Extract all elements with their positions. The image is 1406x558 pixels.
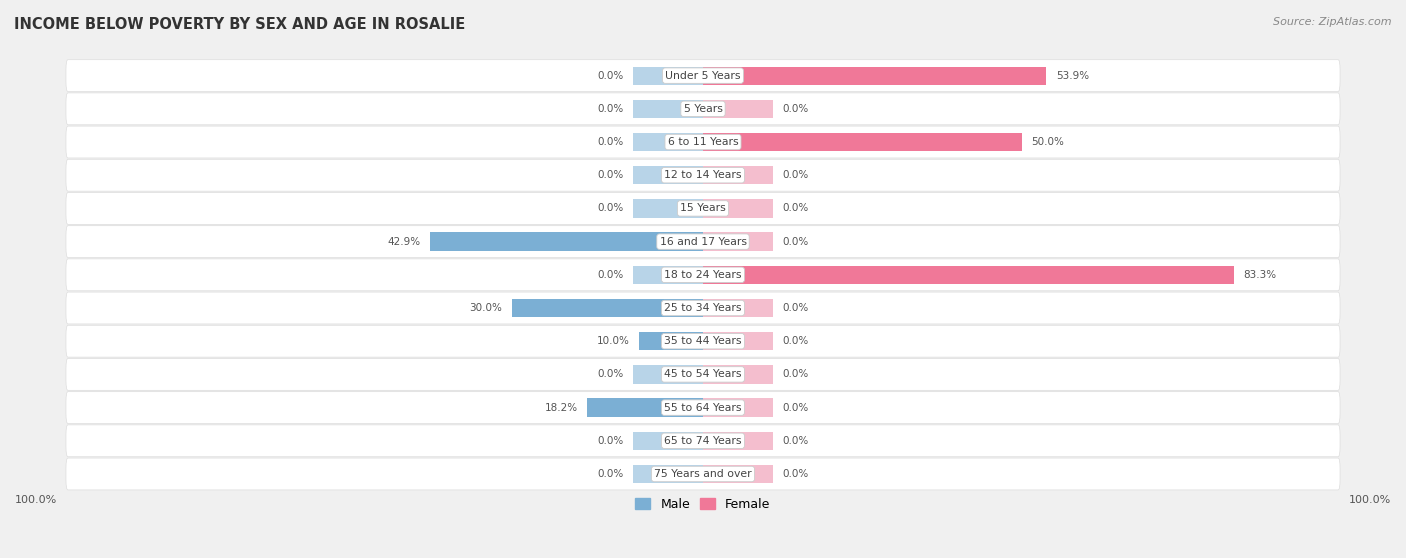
Text: 50.0%: 50.0%	[1031, 137, 1064, 147]
Text: 0.0%: 0.0%	[783, 436, 808, 446]
Bar	[703, 233, 773, 251]
Text: 25 to 34 Years: 25 to 34 Years	[664, 303, 742, 313]
Text: 0.0%: 0.0%	[598, 436, 623, 446]
Text: 75 Years and over: 75 Years and over	[654, 469, 752, 479]
FancyBboxPatch shape	[66, 225, 1340, 258]
Bar	[633, 66, 703, 85]
FancyBboxPatch shape	[66, 358, 1340, 391]
Text: Source: ZipAtlas.com: Source: ZipAtlas.com	[1274, 17, 1392, 27]
Text: 0.0%: 0.0%	[598, 369, 623, 379]
FancyBboxPatch shape	[66, 392, 1340, 424]
Bar	[703, 299, 773, 317]
Bar	[703, 100, 773, 118]
Text: Under 5 Years: Under 5 Years	[665, 71, 741, 81]
Text: 0.0%: 0.0%	[783, 303, 808, 313]
Text: 18 to 24 Years: 18 to 24 Years	[664, 270, 742, 280]
Bar	[633, 199, 703, 218]
Text: 0.0%: 0.0%	[598, 270, 623, 280]
Text: 0.0%: 0.0%	[598, 137, 623, 147]
Text: 0.0%: 0.0%	[783, 336, 808, 346]
Bar	[703, 166, 773, 184]
Text: 0.0%: 0.0%	[783, 403, 808, 412]
Legend: Male, Female: Male, Female	[630, 493, 776, 516]
Bar	[588, 398, 703, 417]
Text: 0.0%: 0.0%	[783, 237, 808, 247]
Bar	[633, 166, 703, 184]
Text: 0.0%: 0.0%	[598, 204, 623, 213]
Text: INCOME BELOW POVERTY BY SEX AND AGE IN ROSALIE: INCOME BELOW POVERTY BY SEX AND AGE IN R…	[14, 17, 465, 32]
Bar	[703, 133, 1022, 151]
FancyBboxPatch shape	[66, 325, 1340, 357]
Bar	[430, 233, 703, 251]
Bar	[512, 299, 703, 317]
Text: 55 to 64 Years: 55 to 64 Years	[664, 403, 742, 412]
Bar	[633, 266, 703, 284]
FancyBboxPatch shape	[66, 60, 1340, 92]
Bar	[703, 66, 1046, 85]
Bar	[703, 465, 773, 483]
Text: 5 Years: 5 Years	[683, 104, 723, 114]
Text: 0.0%: 0.0%	[783, 369, 808, 379]
Text: 10.0%: 10.0%	[598, 336, 630, 346]
Text: 0.0%: 0.0%	[783, 469, 808, 479]
Text: 53.9%: 53.9%	[1056, 71, 1090, 81]
Text: 18.2%: 18.2%	[544, 403, 578, 412]
Bar	[703, 266, 1233, 284]
FancyBboxPatch shape	[66, 458, 1340, 490]
Bar	[703, 332, 773, 350]
Text: 15 Years: 15 Years	[681, 204, 725, 213]
Text: 0.0%: 0.0%	[783, 104, 808, 114]
FancyBboxPatch shape	[66, 292, 1340, 324]
Text: 35 to 44 Years: 35 to 44 Years	[664, 336, 742, 346]
FancyBboxPatch shape	[66, 93, 1340, 125]
Bar	[703, 398, 773, 417]
Text: 0.0%: 0.0%	[598, 170, 623, 180]
Text: 0.0%: 0.0%	[783, 170, 808, 180]
Text: 100.0%: 100.0%	[1348, 494, 1391, 504]
Text: 83.3%: 83.3%	[1243, 270, 1277, 280]
FancyBboxPatch shape	[66, 126, 1340, 158]
Bar	[703, 199, 773, 218]
Text: 0.0%: 0.0%	[598, 71, 623, 81]
Bar	[633, 100, 703, 118]
FancyBboxPatch shape	[66, 159, 1340, 191]
Text: 45 to 54 Years: 45 to 54 Years	[664, 369, 742, 379]
Text: 16 and 17 Years: 16 and 17 Years	[659, 237, 747, 247]
Text: 0.0%: 0.0%	[783, 204, 808, 213]
Bar	[703, 365, 773, 383]
FancyBboxPatch shape	[66, 193, 1340, 224]
Text: 0.0%: 0.0%	[598, 104, 623, 114]
Text: 12 to 14 Years: 12 to 14 Years	[664, 170, 742, 180]
Bar	[640, 332, 703, 350]
Text: 65 to 74 Years: 65 to 74 Years	[664, 436, 742, 446]
Bar	[633, 133, 703, 151]
Text: 0.0%: 0.0%	[598, 469, 623, 479]
Text: 6 to 11 Years: 6 to 11 Years	[668, 137, 738, 147]
FancyBboxPatch shape	[66, 259, 1340, 291]
Text: 100.0%: 100.0%	[15, 494, 58, 504]
Bar	[703, 432, 773, 450]
FancyBboxPatch shape	[66, 425, 1340, 457]
Bar	[633, 432, 703, 450]
Bar	[633, 365, 703, 383]
Text: 42.9%: 42.9%	[387, 237, 420, 247]
Text: 30.0%: 30.0%	[470, 303, 502, 313]
Bar	[633, 465, 703, 483]
